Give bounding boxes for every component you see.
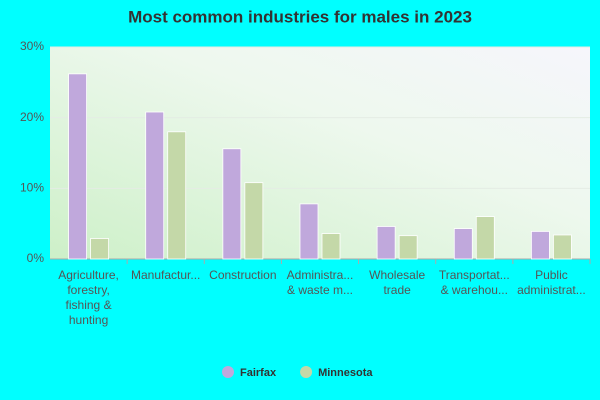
x-tick-label: Public administrat... xyxy=(517,268,586,297)
x-tick-label: Transportat... & warehou... xyxy=(438,268,510,297)
y-tick-label: 20% xyxy=(20,110,44,124)
chart-title: Most common industries for males in 2023 xyxy=(128,7,472,26)
x-tick-label: Administra... & waste m... xyxy=(286,268,354,297)
plot-area xyxy=(50,47,590,259)
legend-swatch xyxy=(222,366,234,378)
bar xyxy=(453,228,473,260)
legend-label: Fairfax xyxy=(240,367,277,379)
bar xyxy=(398,235,418,260)
bar xyxy=(475,216,495,260)
y-tick-label: 30% xyxy=(20,39,44,53)
bar xyxy=(553,234,572,260)
x-tick-label: Agriculture, forestry, fishing & hunting xyxy=(58,268,119,327)
y-tick-label: 0% xyxy=(27,251,45,265)
bar xyxy=(68,73,87,260)
bar xyxy=(222,148,242,260)
bar xyxy=(531,231,550,260)
legend-swatch xyxy=(300,366,313,378)
x-tick-label: Construction xyxy=(209,268,277,282)
x-tick-label: Manufactur... xyxy=(131,268,201,282)
bar xyxy=(167,131,187,260)
legend-label: Minnesota xyxy=(318,367,373,379)
bar xyxy=(376,226,396,260)
x-tick-label: Wholesale trade xyxy=(369,268,426,297)
bar xyxy=(299,203,319,260)
bar xyxy=(145,111,165,260)
bar xyxy=(90,238,109,260)
y-tick-label: 10% xyxy=(20,181,44,195)
bar xyxy=(321,233,341,260)
bar xyxy=(244,182,264,260)
